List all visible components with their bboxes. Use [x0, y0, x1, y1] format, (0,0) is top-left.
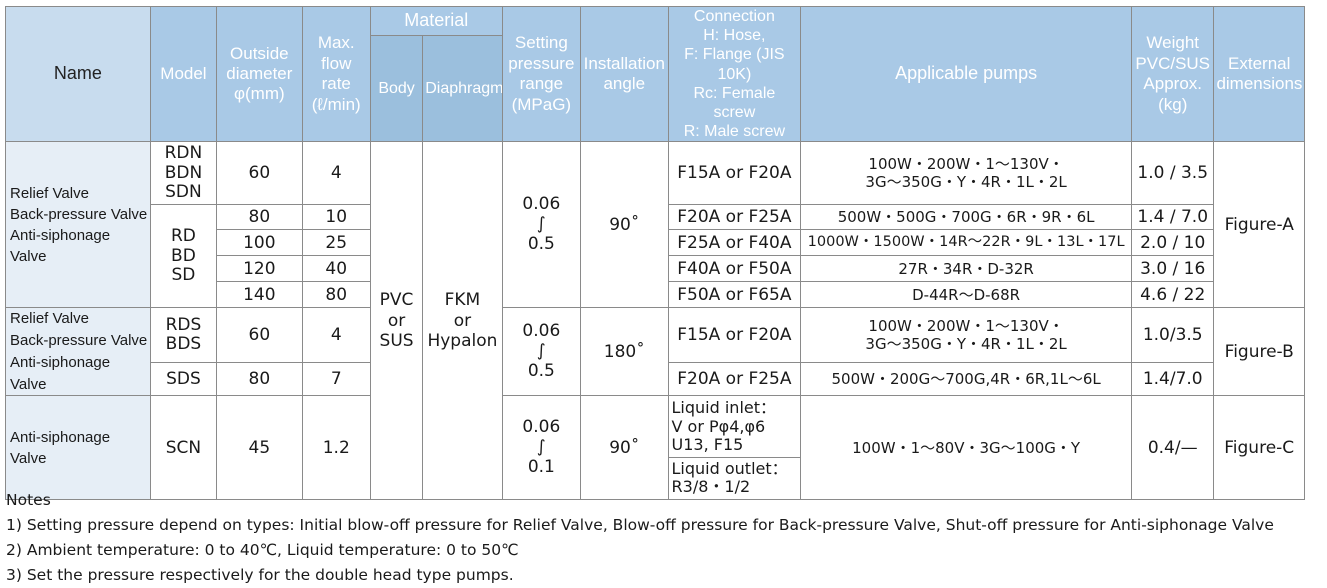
connection: F20A or F25A: [667, 204, 802, 231]
outside-diameter: 120: [216, 255, 303, 283]
applicable-pumps: 1000W・1500W・14R〜22R・9L・13L・17L: [800, 229, 1132, 257]
table-row: Anti-siphonage Valve SCN 45 1.2 0.06 ∫ 0…: [5, 395, 1305, 501]
group-a-angle: 90˚: [580, 141, 669, 309]
liquid-inlet: Liquid inlet： V or Pφ4,φ6 U13, F15: [669, 397, 800, 458]
weight: 1.4 / 7.0: [1130, 204, 1215, 231]
group-c-figure: Figure-C: [1213, 395, 1305, 501]
outside-diameter: 60: [216, 141, 303, 206]
table-row: Relief Valve Back-pressure Valve Anti-si…: [5, 141, 1305, 501]
weight: 1.4/7.0: [1130, 362, 1215, 397]
applicable-pumps: 500W・200G〜700G,4R・6R,1L〜6L: [800, 362, 1132, 397]
group-a-names: Relief Valve Back-pressure Valve Anti-si…: [5, 141, 151, 309]
notes-title: Notes: [6, 491, 51, 509]
group-b-models-2: SDS: [149, 362, 218, 397]
header-connection: Connection H: Hose, F: Flange (JIS 10K) …: [667, 5, 802, 143]
max-flow-rate: 40: [301, 255, 371, 283]
header-weight: Weight PVC/SUS Approx. (kg): [1130, 5, 1215, 143]
group-c-connection: Liquid inlet： V or Pφ4,φ6 U13, F15 Liqui…: [667, 395, 802, 501]
note-item: 2) Ambient temperature: 0 to 40℃, Liquid…: [6, 541, 519, 559]
liquid-outlet: Liquid outlet： R3/8・1/2: [671, 458, 788, 496]
table-row: 100 25 F25A or F40A 1000W・1500W・14R〜22R・…: [6, 229, 1305, 257]
table-row: Relief Valve Back-pressure Valve Anti-si…: [5, 307, 1305, 397]
outside-diameter: 140: [216, 281, 303, 309]
weight: 4.6 / 22: [1130, 281, 1215, 309]
header-applicable-pumps: Applicable pumps: [800, 5, 1132, 143]
weight: 0.4/—: [1130, 395, 1215, 501]
header-name: Name: [5, 5, 151, 143]
header-material: Material: [369, 5, 503, 37]
max-flow-rate: 7: [301, 362, 371, 397]
weight: 2.0 / 10: [1130, 229, 1215, 257]
weight: 1.0/3.5: [1130, 307, 1215, 364]
table-row: 140 80 F50A or F65A D-44R〜D-68R 4.6 / 22: [6, 281, 1305, 309]
group-c-pressure: 0.06 ∫ 0.1: [501, 395, 582, 501]
outside-diameter: 100: [216, 229, 303, 257]
group-c-model: SCN: [149, 395, 218, 501]
max-flow-rate: 10: [301, 204, 371, 231]
connection: F15A or F20A: [667, 141, 802, 206]
table-row: SDS 80 7 F20A or F25A 500W・200G〜700G,4R・…: [6, 362, 1305, 397]
applicable-pumps: 100W・200W・1〜130V・ 3G〜350G・Y・4R・1L・2L: [800, 141, 1132, 206]
group-c-angle: 90˚: [580, 395, 669, 501]
diaphragm-material: FKM or Hypalon: [422, 141, 503, 501]
applicable-pumps: D-44R〜D-68R: [800, 281, 1132, 309]
outside-diameter: 45: [216, 395, 303, 501]
group-c-name: Anti-siphonage Valve: [5, 395, 151, 501]
group-a-models-2: RD BD SD: [149, 204, 218, 309]
weight: 1.0 / 3.5: [1130, 141, 1215, 206]
max-flow-rate: 4: [301, 307, 371, 364]
weight: 3.0 / 16: [1130, 255, 1215, 283]
group-a-models-1: RDN BDN SDN: [149, 141, 218, 206]
header-diaphragm: Diaphragm: [422, 35, 503, 143]
group-a-figure: Figure-A: [1213, 141, 1305, 309]
body-material: PVC or SUS: [369, 141, 424, 501]
group-b-angle: 180˚: [580, 307, 669, 397]
max-flow-rate: 1.2: [301, 395, 371, 501]
notes-section: Notes 1) Setting pressure depend on type…: [6, 488, 1274, 588]
spec-table: Name Model Outside diameter φ(mm) Max. f…: [5, 5, 1305, 501]
outside-diameter: 80: [216, 362, 303, 397]
header-external-dimensions: External dimensions: [1213, 5, 1305, 143]
applicable-pumps: 27R・34R・D-32R: [800, 255, 1132, 283]
connection: F15A or F20A: [667, 307, 802, 364]
group-b-models-1: RDS BDS: [149, 307, 218, 364]
applicable-pumps: 500W・500G・700G・6R・9R・6L: [800, 204, 1132, 231]
group-b-pressure: 0.06 ∫ 0.5: [501, 307, 582, 397]
header-setting-pressure: Setting pressure range (MPaG): [501, 5, 582, 143]
header-body: Body: [369, 35, 424, 143]
header-installation-angle: Installation angle: [580, 5, 669, 143]
group-a-pressure: 0.06 ∫ 0.5: [501, 141, 582, 309]
table-row: 120 40 F40A or F50A 27R・34R・D-32R 3.0 / …: [6, 255, 1305, 283]
note-item: 3) Set the pressure respectively for the…: [6, 566, 514, 584]
max-flow-rate: 4: [301, 141, 371, 206]
group-b-figure: Figure-B: [1213, 307, 1305, 397]
connection: F25A or F40A: [667, 229, 802, 257]
note-item: 1) Setting pressure depend on types: Ini…: [6, 516, 1274, 534]
outside-diameter: 80: [216, 204, 303, 231]
connection: F40A or F50A: [667, 255, 802, 283]
max-flow-rate: 80: [301, 281, 371, 309]
table-row: RD BD SD 80 10 F20A or F25A 500W・500G・70…: [6, 204, 1305, 309]
applicable-pumps: 100W・1〜80V・3G〜100G・Y: [800, 395, 1132, 501]
header-max-flow-rate: Max. flow rate (ℓ/min): [301, 5, 371, 143]
max-flow-rate: 25: [301, 229, 371, 257]
header-outside-diameter: Outside diameter φ(mm): [216, 5, 303, 143]
connection: F50A or F65A: [667, 281, 802, 309]
header-model: Model: [149, 5, 218, 143]
applicable-pumps: 100W・200W・1〜130V・ 3G〜350G・Y・4R・1L・2L: [800, 307, 1132, 364]
group-b-names: Relief Valve Back-pressure Valve Anti-si…: [5, 307, 151, 397]
connection: F20A or F25A: [667, 362, 802, 397]
outside-diameter: 60: [216, 307, 303, 364]
